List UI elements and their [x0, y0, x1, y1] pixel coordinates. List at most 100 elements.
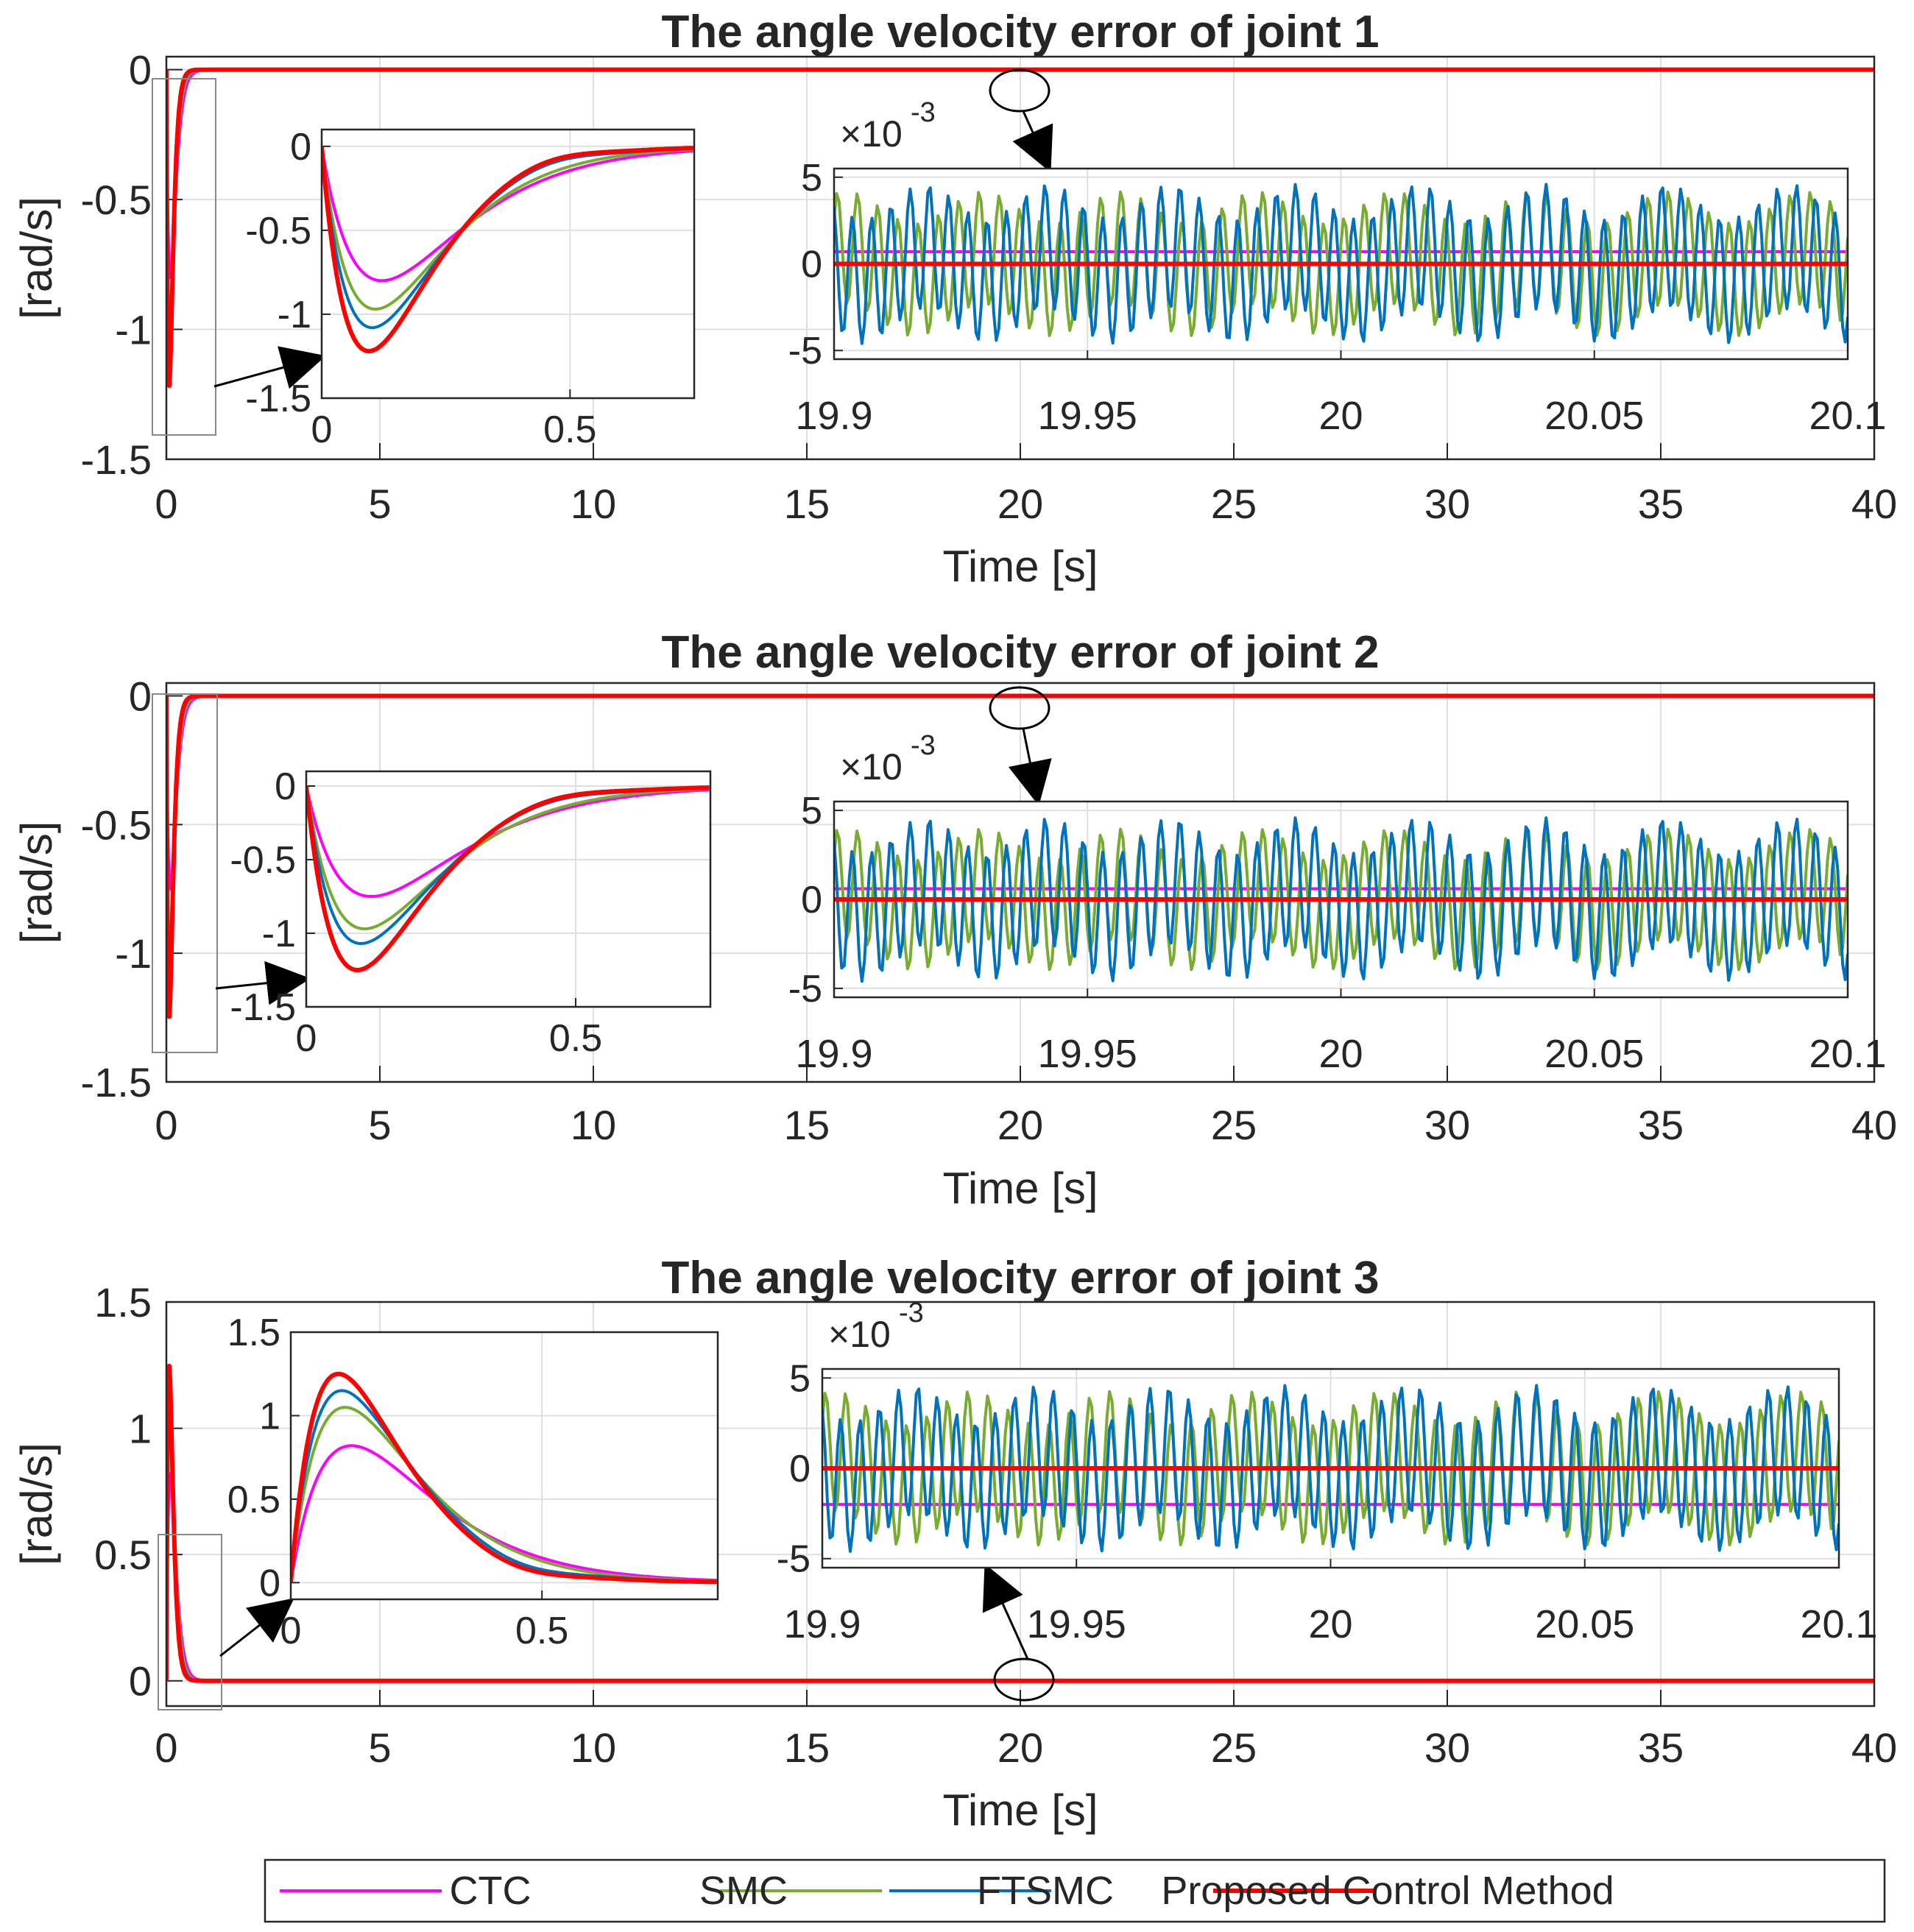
- y-tick-label: -1: [115, 930, 152, 977]
- inset-arrow: [219, 1598, 294, 1657]
- inset-arrow: [215, 960, 311, 1005]
- legend-item-proposed: Proposed Control Method: [1161, 1869, 1614, 1913]
- main-series-group: [166, 1364, 1874, 1683]
- x-tick-label: 20: [997, 481, 1043, 527]
- x-axis-label: Time [s]: [942, 1164, 1098, 1213]
- legend-label-ctc: CTC: [450, 1869, 532, 1913]
- legend-label-proposed: Proposed Control Method: [1161, 1869, 1614, 1913]
- inset-zoom-line-ftsmc: [834, 816, 1848, 983]
- x-tick-label: 30: [1424, 1724, 1470, 1771]
- x-tick-label: 25: [1211, 481, 1257, 527]
- zoom-arrow: [1012, 110, 1053, 173]
- inset-early-plot-area: [322, 130, 694, 398]
- legend-box: [264, 1858, 1886, 1923]
- inset-early-y-tick: -1: [278, 294, 311, 336]
- legend-label-ftsmc: FTSMC: [977, 1869, 1114, 1913]
- inset-early-response: 0 0.5 -1.5 -1 -0.5 0: [245, 126, 696, 451]
- inset-early-y-tick: 1: [259, 1395, 280, 1437]
- x-tick-label: 40: [1851, 481, 1897, 527]
- y-tick-label: -0.5: [81, 802, 152, 848]
- inset-early-y-tick: -1.5: [245, 378, 311, 420]
- zoom-circle-marker: [989, 686, 1050, 730]
- zoom-arrow: [982, 1563, 1029, 1660]
- inset-early-x-tick: 0: [296, 1017, 317, 1060]
- inset-zoom-x-tick: 20: [1318, 394, 1363, 438]
- y-tick-label: 0: [129, 673, 152, 719]
- zoom-region-box: [152, 693, 218, 1053]
- y-tick-label: 0.5: [94, 1532, 152, 1578]
- inset-zoom-x-tick: 20.05: [1544, 394, 1644, 438]
- x-tick-label: 5: [368, 481, 391, 527]
- series-line-proposed: [166, 693, 1874, 1019]
- x-tick-label: 25: [1211, 1102, 1257, 1148]
- inset-zoom-y-tick: 0: [801, 244, 822, 286]
- inset-zoom-x-tick: 20.1: [1809, 1032, 1886, 1076]
- inset-zoom-exponent-power: -3: [911, 97, 936, 128]
- zoom-circle-marker: [989, 68, 1050, 113]
- chart-title: The angle velocity error of joint 3: [662, 1253, 1380, 1303]
- x-tick-label: 35: [1638, 1724, 1684, 1771]
- inset-zoom-x-tick: 19.9: [795, 394, 872, 438]
- inset-zoom-x-tick: 20.05: [1535, 1602, 1634, 1646]
- x-tick-label: 30: [1424, 481, 1470, 527]
- inset-early-x-tick: 0.5: [543, 408, 596, 451]
- inset-zoom-x-tick: 19.95: [1027, 1602, 1126, 1646]
- y-tick-label: 0: [129, 47, 152, 93]
- x-tick-label: 35: [1638, 481, 1684, 527]
- x-tick-label: 20: [997, 1724, 1043, 1771]
- inset-early-x-tick: 0: [280, 1610, 302, 1652]
- inset-early-y-tick: -0.5: [230, 839, 296, 882]
- inset-early-line-proposed: [291, 1371, 717, 1585]
- x-axis-label: Time [s]: [942, 542, 1098, 591]
- x-tick-label: 15: [784, 1724, 830, 1771]
- inset-steady-zoom: 19.9 19.95 20 20.05 20.1 -5 0 5 ×10 -3: [788, 730, 1887, 1076]
- legend-label-smc: SMC: [699, 1869, 788, 1913]
- inset-early-box: [289, 1331, 719, 1601]
- main-series-group: [166, 693, 1874, 1019]
- inset-zoom-y-tick: -5: [777, 1538, 811, 1581]
- y-tick-label: 1.5: [94, 1279, 152, 1326]
- chart-title: The angle velocity error of joint 2: [662, 627, 1380, 678]
- inset-early-y-tick: 0.5: [227, 1479, 280, 1521]
- zoom-arrow: [1008, 728, 1052, 806]
- inset-zoom-line-ftsmc: [834, 183, 1848, 345]
- inset-steady-zoom: 19.9 19.95 20 20.05 20.1 -5 0 5 ×10 -3: [788, 97, 1887, 438]
- y-tick-label: 0: [129, 1658, 152, 1705]
- y-axis-label: [rad/s]: [12, 197, 61, 319]
- inset-zoom-line-ftsmc: [822, 1384, 1839, 1553]
- x-tick-label: 10: [571, 1102, 616, 1148]
- inset-zoom-x-tick: 19.9: [783, 1602, 861, 1646]
- inset-zoom-x-tick: 20.1: [1800, 1602, 1877, 1646]
- legend-item-ctc: CTC: [280, 1869, 531, 1913]
- y-tick-label: -1: [115, 307, 152, 353]
- x-tick-label: 0: [155, 1102, 177, 1148]
- inset-arrow: [213, 346, 326, 389]
- x-tick-label: 35: [1638, 1102, 1684, 1148]
- inset-steady-zoom: 19.9 19.95 20 20.05 20.1 -5 0 5 ×10 -3: [777, 1298, 1878, 1646]
- inset-zoom-x-tick: 19.9: [795, 1032, 872, 1076]
- inset-early-box: [320, 128, 696, 400]
- inset-early-line-ctc: [291, 1444, 717, 1583]
- x-axis-label: Time [s]: [942, 1786, 1098, 1835]
- inset-early-y-tick: -1.5: [230, 986, 296, 1029]
- inset-zoom-x-tick: 20: [1308, 1602, 1352, 1646]
- inset-early-y-tick: -1: [262, 913, 296, 955]
- series-line-proposed: [166, 67, 1874, 388]
- inset-early-series: [322, 146, 693, 354]
- inset-early-response: 0 0.5 -1.5 -1 -0.5 0: [230, 765, 712, 1060]
- y-tick-label: -0.5: [81, 177, 152, 223]
- inset-zoom-x-tick: 19.95: [1038, 394, 1137, 438]
- inset-zoom-exponent-base: ×10: [840, 746, 903, 788]
- inset-zoom-exponent-power: -3: [899, 1298, 924, 1328]
- inset-early-plot-area: [306, 771, 710, 1007]
- inset-zoom-exponent-power: -3: [911, 730, 936, 761]
- inset-early-line-ctc: [322, 146, 693, 283]
- x-tick-label: 25: [1211, 1724, 1257, 1771]
- inset-zoom-box: [833, 167, 1849, 361]
- x-tick-label: 15: [784, 1102, 830, 1148]
- x-tick-label: 0: [155, 481, 177, 527]
- x-tick-label: 10: [571, 1724, 616, 1771]
- legend: CTC SMC FTSMC Proposed Control Method: [264, 1858, 1886, 1923]
- inset-zoom-series: [834, 816, 1848, 983]
- inset-early-y-tick: 0: [259, 1562, 280, 1604]
